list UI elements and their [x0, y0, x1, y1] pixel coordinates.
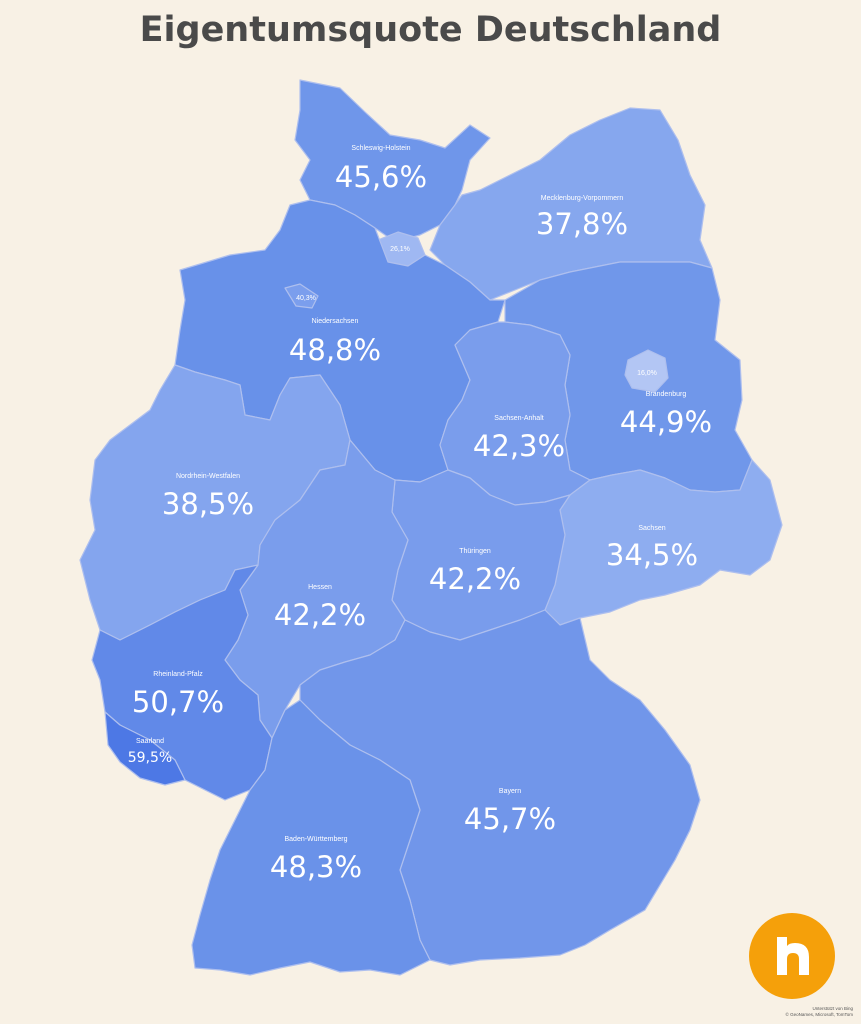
state-name-thueringen: Thüringen	[459, 548, 491, 555]
attribution-line-2: © GeoNames, Microsoft, TomTom	[785, 1012, 854, 1017]
map-attribution: Unterstützt von Bing © GeoNames, Microso…	[786, 1006, 854, 1018]
state-value-bremen: 40,3%	[296, 295, 316, 302]
map-title: Eigentumsquote Deutschland	[139, 10, 722, 50]
state-name-saarland: Saarland	[136, 738, 164, 745]
state-name-rheinland-pfalz: Rheinland-Pfalz	[153, 671, 203, 678]
state-name-bayern: Bayern	[499, 788, 521, 795]
state-value-brandenburg: 44,9%	[620, 405, 712, 439]
state-value-baden-wuerttemberg: 48,3%	[270, 850, 362, 884]
state-value-saarland: 59,5%	[128, 750, 172, 766]
state-value-sachsen-anhalt: 42,3%	[473, 429, 565, 463]
state-saarland[interactable]	[104, 711, 186, 786]
state-name-sachsen: Sachsen	[638, 525, 665, 532]
state-value-rheinland-pfalz: 50,7%	[132, 685, 224, 719]
attribution-line-1: Unterstützt von Bing	[812, 1006, 853, 1011]
state-bremen[interactable]	[284, 283, 319, 309]
state-value-schleswig-holstein: 45,6%	[335, 160, 427, 194]
state-value-hamburg: 26,1%	[390, 246, 410, 253]
state-name-hessen: Hessen	[308, 584, 332, 591]
state-baden-wuerttemberg[interactable]	[191, 699, 431, 976]
state-name-baden-wuerttemberg: Baden-Württemberg	[284, 836, 347, 843]
brand-logo[interactable]	[749, 913, 835, 999]
state-name-sachsen-anhalt: Sachsen-Anhalt	[494, 415, 543, 422]
state-value-nordrhein-westfalen: 38,5%	[162, 487, 254, 521]
state-value-bayern: 45,7%	[464, 802, 556, 836]
state-name-niedersachsen: Niedersachsen	[312, 318, 359, 325]
state-name-nordrhein-westfalen: Nordrhein-Westfalen	[176, 473, 240, 480]
state-name-brandenburg: Brandenburg	[646, 391, 687, 398]
house-h-icon	[777, 937, 809, 975]
state-berlin[interactable]	[624, 349, 669, 393]
state-value-niedersachsen: 48,8%	[289, 333, 381, 367]
state-value-mecklenburg-vorpommern: 37,8%	[536, 207, 628, 241]
state-value-berlin: 16,0%	[637, 370, 657, 377]
state-value-thueringen: 42,2%	[429, 562, 521, 596]
state-value-hessen: 42,2%	[274, 598, 366, 632]
state-name-schleswig-holstein: Schleswig-Holstein	[351, 145, 410, 152]
state-name-mecklenburg-vorpommern: Mecklenburg-Vorpommern	[541, 195, 624, 202]
state-value-sachsen: 34,5%	[606, 538, 698, 572]
